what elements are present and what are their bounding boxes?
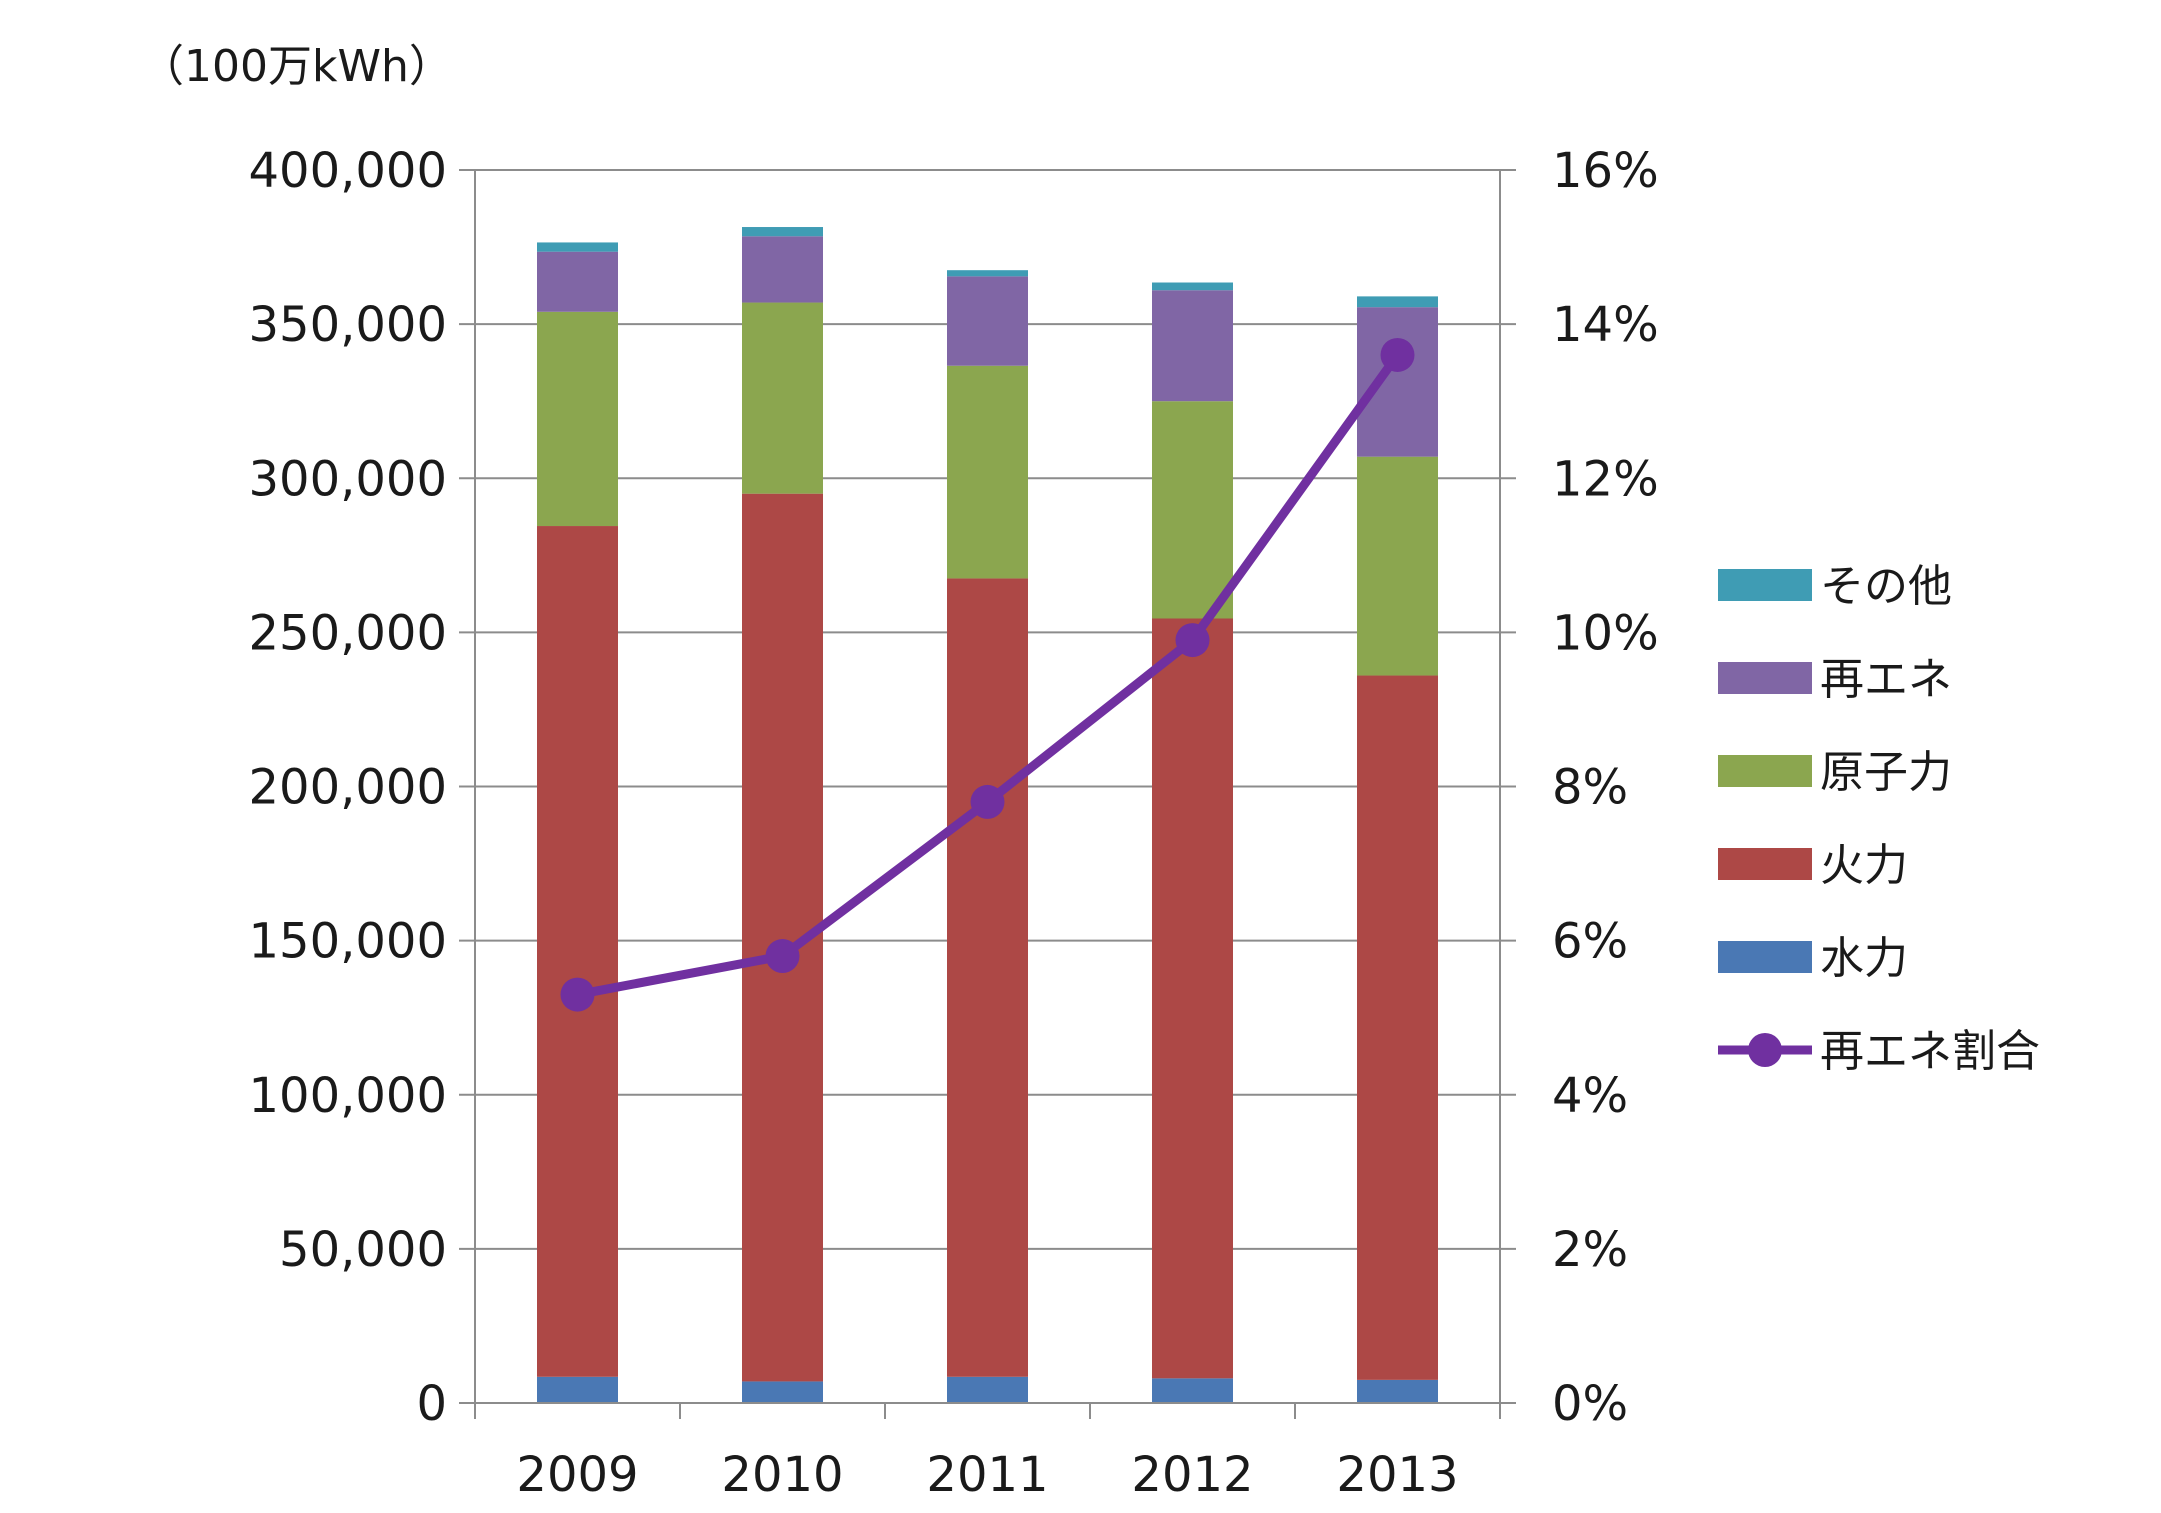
bar-segment	[1357, 307, 1438, 457]
bar-segment	[1357, 675, 1438, 1380]
y-left-tick-label: 50,000	[279, 1222, 447, 1278]
share-line-group	[560, 337, 1415, 1012]
y-right-tick-label: 16%	[1552, 143, 1659, 199]
legend-swatch	[1718, 941, 1812, 973]
legend-line-marker	[1748, 1033, 1782, 1067]
y-right-tick-label: 2%	[1552, 1222, 1628, 1278]
bar-segment	[1152, 618, 1233, 1379]
bar-segment	[537, 526, 618, 1377]
bar-segment	[947, 1376, 1028, 1403]
bar-segment	[1357, 1379, 1438, 1403]
y-right-tick-label: 14%	[1552, 297, 1659, 353]
bar-segment	[1152, 290, 1233, 402]
bar-segment	[1152, 1378, 1233, 1403]
y-left-tick-label: 200,000	[249, 760, 448, 816]
bar-segment	[742, 1381, 823, 1403]
bar-segment	[742, 302, 823, 494]
bar-segment	[947, 365, 1028, 579]
bar-segment	[537, 251, 618, 312]
bar-segment	[742, 236, 823, 303]
y-right-tick-label: 4%	[1552, 1068, 1628, 1124]
x-tick-label: 2009	[516, 1447, 638, 1503]
bar-segment	[742, 227, 823, 237]
bar-segment	[1152, 282, 1233, 291]
bar-segment	[1357, 296, 1438, 308]
legend-swatch	[1718, 569, 1812, 601]
y-left-tick-label: 250,000	[249, 605, 448, 661]
bar-segment	[1357, 456, 1438, 676]
x-tick-labels: 2009 2010 2011 2012 2013	[516, 1447, 1458, 1503]
legend-label: 火力	[1820, 840, 1908, 891]
share-point	[1175, 623, 1210, 658]
legend-label: その他	[1820, 561, 1952, 612]
y-left-tick-label: 350,000	[249, 297, 448, 353]
unit-label: （100万kWh）	[140, 41, 453, 92]
y-right-tick-label: 8%	[1552, 760, 1628, 816]
bar-segment	[537, 1376, 618, 1403]
share-point	[765, 939, 800, 974]
legend-swatch	[1718, 848, 1812, 880]
bar-segment	[1152, 401, 1233, 619]
share-point	[560, 977, 595, 1012]
y-right-tick-label: 0%	[1552, 1376, 1628, 1432]
share-point	[970, 784, 1005, 819]
bar-segment	[947, 270, 1028, 277]
legend-label: 再エネ	[1820, 654, 1952, 705]
legend-swatch	[1718, 662, 1812, 694]
y-right-tick-labels: 0% 2% 4% 6% 8% 10% 12% 14% 16%	[1552, 143, 1659, 1432]
share-point	[1380, 337, 1415, 372]
legend-label: 再エネ割合	[1820, 1026, 2040, 1077]
y-left-tick-label: 100,000	[249, 1068, 448, 1124]
y-left-tick-label: 0	[416, 1376, 447, 1432]
legend-swatch	[1718, 755, 1812, 787]
y-right-tick-label: 6%	[1552, 914, 1628, 970]
legend-label: 水力	[1820, 933, 1908, 984]
bar-segment	[947, 578, 1028, 1377]
legend-label: 原子力	[1820, 747, 1952, 798]
y-left-tick-labels: 0 50,000 100,000 150,000 200,000 250,000 300,0…	[249, 143, 448, 1432]
bar-segment	[537, 242, 618, 252]
y-left-tick-label: 400,000	[249, 143, 448, 199]
bar-segment	[537, 311, 618, 527]
bar-segment	[947, 276, 1028, 366]
y-left-tick-label: 150,000	[249, 914, 448, 970]
x-tick-label: 2011	[926, 1447, 1048, 1503]
axes	[459, 169, 1516, 1419]
x-tick-label: 2012	[1131, 1447, 1253, 1503]
bar-stack-group	[537, 227, 1438, 1403]
y-left-tick-label: 300,000	[249, 451, 448, 507]
y-right-tick-label: 10%	[1552, 605, 1659, 661]
x-tick-label: 2013	[1336, 1447, 1458, 1503]
y-right-tick-label: 12%	[1552, 451, 1659, 507]
x-tick-label: 2010	[721, 1447, 843, 1503]
